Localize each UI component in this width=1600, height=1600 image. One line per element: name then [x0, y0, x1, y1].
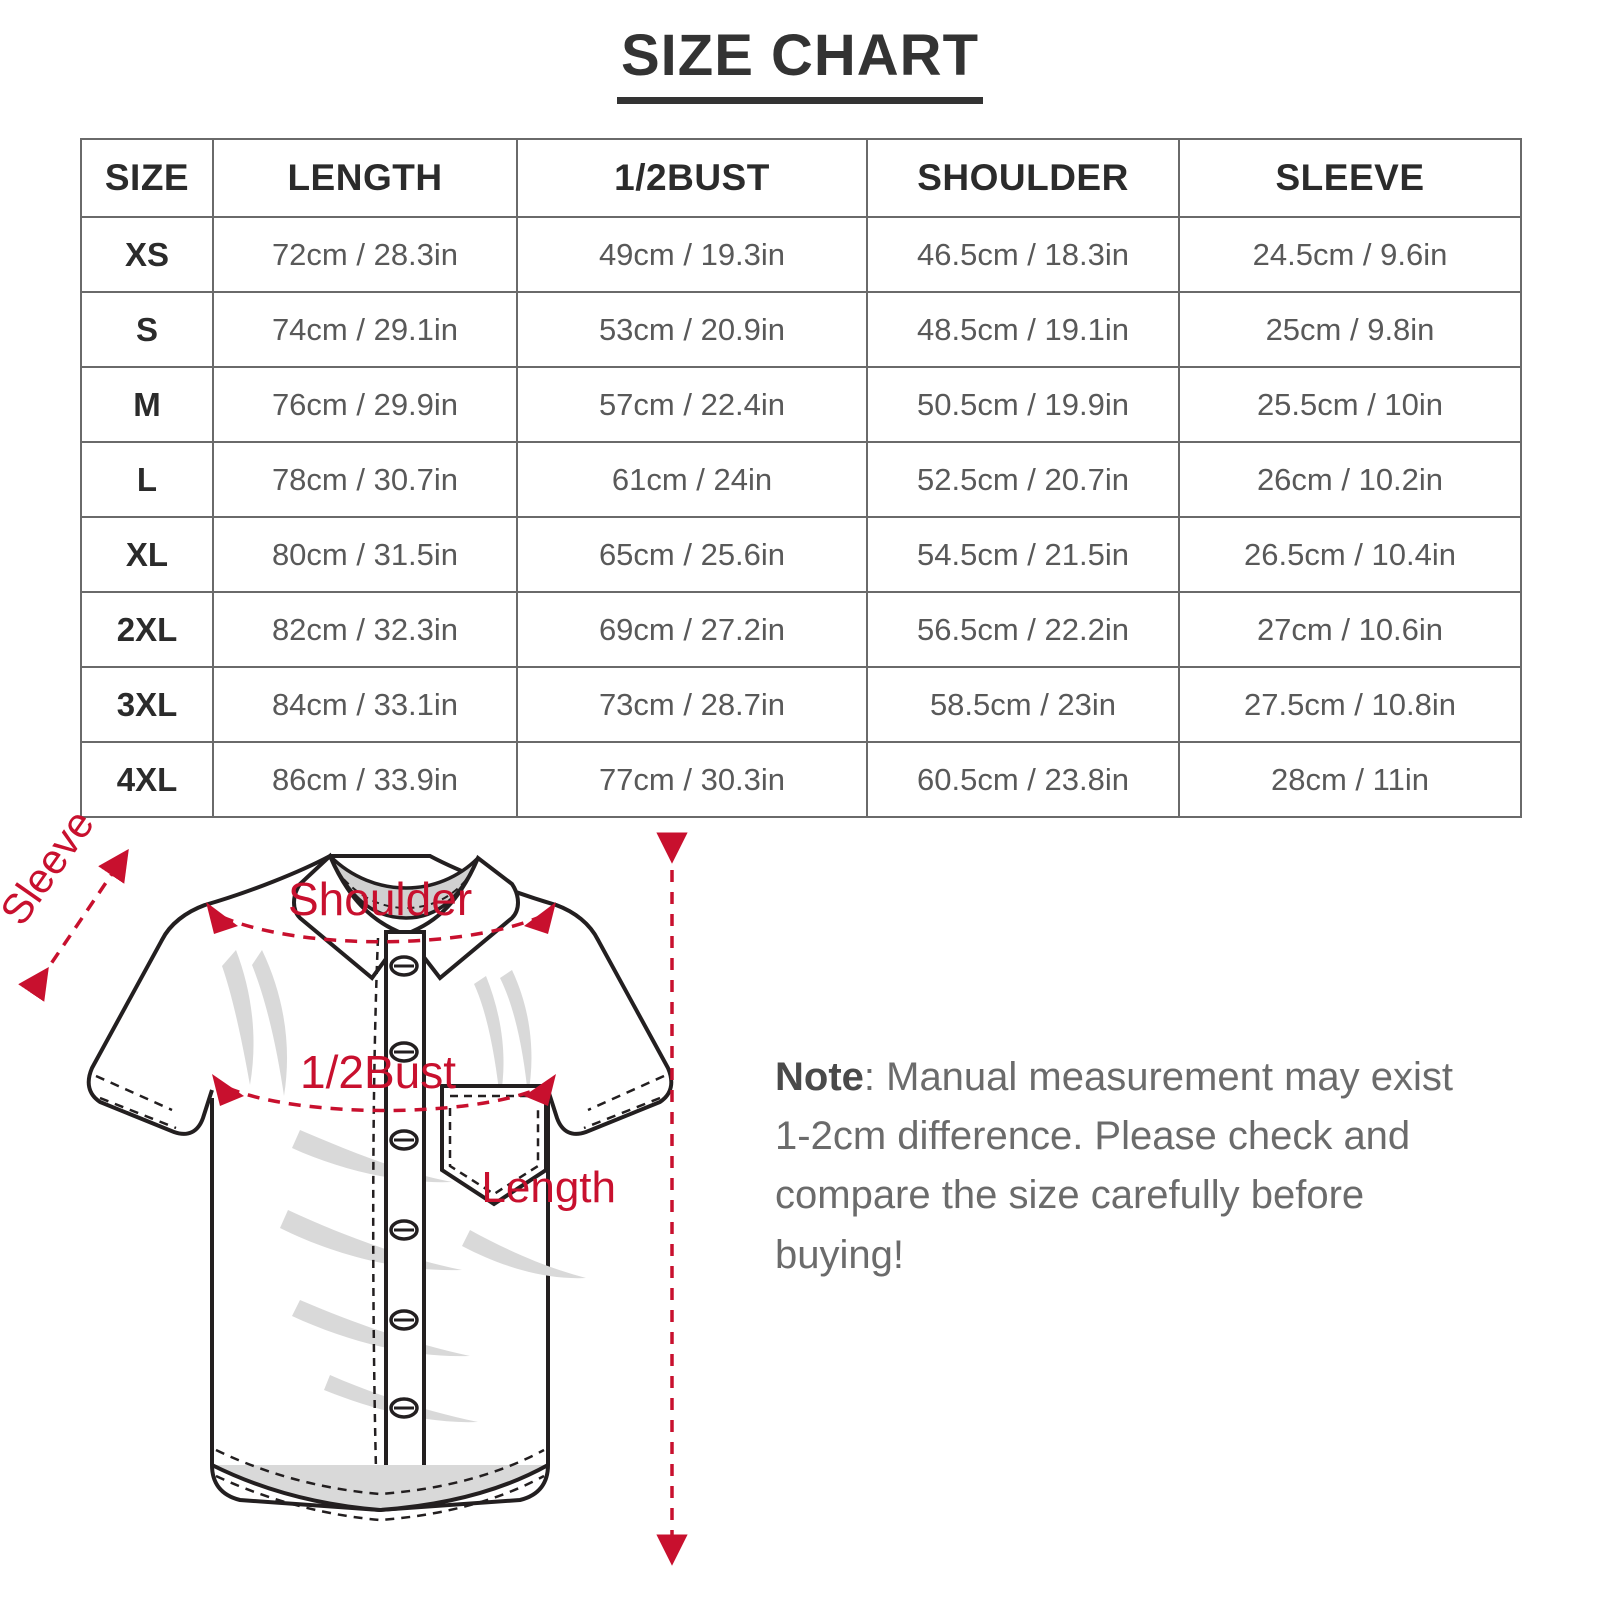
table-row: 3XL 84cm / 33.1in 73cm / 28.7in 58.5cm /…	[80, 666, 1522, 743]
cell-shoulder: 50.5cm / 19.9in	[866, 366, 1180, 443]
cell-shoulder: 52.5cm / 20.7in	[866, 441, 1180, 518]
cell-sleeve: 26cm / 10.2in	[1178, 441, 1522, 518]
table-row: 4XL 86cm / 33.9in 77cm / 30.3in 60.5cm /…	[80, 741, 1522, 818]
size-chart-table: SIZE LENGTH 1/2BUST SHOULDER SLEEVE XS 7…	[80, 138, 1522, 818]
cell-bust: 49cm / 19.3in	[516, 216, 868, 293]
cell-length: 78cm / 30.7in	[212, 441, 518, 518]
cell-shoulder: 56.5cm / 22.2in	[866, 591, 1180, 668]
title-container: SIZE CHART	[0, 0, 1600, 104]
cell-sleeve: 26.5cm / 10.4in	[1178, 516, 1522, 593]
table-row: S 74cm / 29.1in 53cm / 20.9in 48.5cm / 1…	[80, 291, 1522, 368]
cell-size: S	[80, 291, 214, 368]
cell-sleeve: 27.5cm / 10.8in	[1178, 666, 1522, 743]
cell-shoulder: 54.5cm / 21.5in	[866, 516, 1180, 593]
table-row: M 76cm / 29.9in 57cm / 22.4in 50.5cm / 1…	[80, 366, 1522, 443]
shoulder-label: Shoulder	[288, 873, 472, 925]
size-chart-table-container: SIZE LENGTH 1/2BUST SHOULDER SLEEVE XS 7…	[80, 138, 1522, 818]
button-icon	[389, 955, 419, 977]
right-cuff-stitch-2	[587, 1074, 665, 1112]
cell-size: M	[80, 366, 214, 443]
right-cuff-stitch	[583, 1096, 661, 1130]
cell-bust: 61cm / 24in	[516, 441, 868, 518]
cell-length: 76cm / 29.9in	[212, 366, 518, 443]
shirt-illustration	[86, 852, 674, 1522]
placket-stitch	[371, 937, 380, 1471]
cell-bust: 73cm / 28.7in	[516, 666, 868, 743]
length-label: Length	[481, 1163, 616, 1212]
cell-size: 2XL	[80, 591, 214, 668]
cell-sleeve: 25.5cm / 10in	[1178, 366, 1522, 443]
column-header-bust: 1/2BUST	[516, 138, 868, 218]
button-icon	[389, 1219, 419, 1241]
cell-length: 82cm / 32.3in	[212, 591, 518, 668]
cell-size: 4XL	[80, 741, 214, 818]
button-group	[389, 955, 419, 1419]
column-header-length: LENGTH	[212, 138, 518, 218]
cell-shoulder: 48.5cm / 19.1in	[866, 291, 1180, 368]
sleeve-measure-line	[18, 848, 129, 1002]
cell-sleeve: 28cm / 11in	[1178, 741, 1522, 818]
column-header-size: SIZE	[80, 138, 214, 218]
button-placket	[384, 930, 426, 1479]
button-icon	[389, 1397, 419, 1419]
sleeve-label: Sleeve	[0, 801, 103, 933]
cell-bust: 65cm / 25.6in	[516, 516, 868, 593]
cell-size: L	[80, 441, 214, 518]
cell-size: 3XL	[80, 666, 214, 743]
table-row: XS 72cm / 28.3in 49cm / 19.3in 46.5cm / …	[80, 216, 1522, 293]
left-cuff-stitch-2	[95, 1074, 173, 1112]
cell-sleeve: 24.5cm / 9.6in	[1178, 216, 1522, 293]
cell-size: XS	[80, 216, 214, 293]
cell-shoulder: 46.5cm / 18.3in	[866, 216, 1180, 293]
diagram-and-note-section: Shoulder 1/2Bust Sleeve Length Note: Man…	[0, 800, 1600, 1600]
cell-size: XL	[80, 516, 214, 593]
left-sleeve	[86, 903, 214, 1136]
cell-bust: 69cm / 27.2in	[516, 591, 868, 668]
chest-pocket	[440, 1084, 548, 1207]
cell-shoulder: 60.5cm / 23.8in	[866, 741, 1180, 818]
shirt-hem	[211, 1463, 549, 1513]
column-header-sleeve: SLEEVE	[1178, 138, 1522, 218]
cell-bust: 53cm / 20.9in	[516, 291, 868, 368]
page-title: SIZE CHART	[617, 25, 983, 104]
cell-bust: 57cm / 22.4in	[516, 366, 868, 443]
button-icon	[389, 1129, 419, 1151]
cell-sleeve: 27cm / 10.6in	[1178, 591, 1522, 668]
shoulder-measure-line	[206, 902, 556, 944]
cell-length: 74cm / 29.1in	[212, 291, 518, 368]
cell-bust: 77cm / 30.3in	[516, 741, 868, 818]
neck-stitch	[335, 869, 473, 910]
table-row: L 78cm / 30.7in 61cm / 24in 52.5cm / 20.…	[80, 441, 1522, 518]
table-row: 2XL 82cm / 32.3in 69cm / 27.2in 56.5cm /…	[80, 591, 1522, 668]
bust-label: 1/2Bust	[300, 1046, 456, 1098]
table-row: XL 80cm / 31.5in 65cm / 25.6in 54.5cm / …	[80, 516, 1522, 593]
garment-diagram: Shoulder 1/2Bust Sleeve Length	[0, 800, 760, 1600]
left-cuff-stitch	[99, 1096, 177, 1130]
fabric-shading	[222, 950, 586, 1423]
table-header-row: SIZE LENGTH 1/2BUST SHOULDER SLEEVE	[80, 138, 1522, 218]
cell-length: 80cm / 31.5in	[212, 516, 518, 593]
button-icon	[389, 1309, 419, 1331]
note-label: Note	[775, 1055, 864, 1099]
cell-shoulder: 58.5cm / 23in	[866, 666, 1180, 743]
note-text: Note: Manual measurement may exist 1-2cm…	[775, 1048, 1495, 1285]
note-body: : Manual measurement may exist 1-2cm dif…	[775, 1055, 1454, 1277]
button-icon	[389, 1041, 419, 1063]
cell-length: 72cm / 28.3in	[212, 216, 518, 293]
column-header-shoulder: SHOULDER	[866, 138, 1180, 218]
cell-sleeve: 25cm / 9.8in	[1178, 291, 1522, 368]
bust-measure-line	[212, 1074, 556, 1113]
cell-length: 84cm / 33.1in	[212, 666, 518, 743]
cell-length: 86cm / 33.9in	[212, 741, 518, 818]
